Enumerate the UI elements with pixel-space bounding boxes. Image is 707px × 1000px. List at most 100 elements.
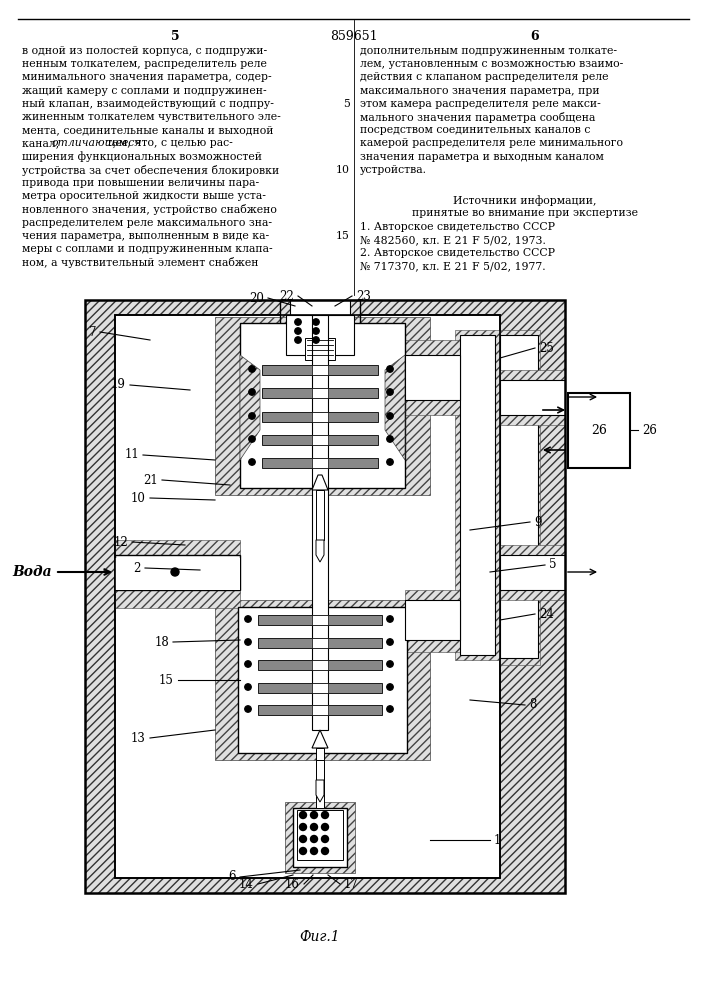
Text: ный клапан, взаимодействующий с подпру-: ный клапан, взаимодействующий с подпру-	[22, 99, 274, 109]
Text: 9: 9	[534, 516, 542, 528]
Circle shape	[249, 366, 255, 372]
Text: 15: 15	[159, 674, 174, 686]
Circle shape	[300, 836, 307, 842]
Bar	[500, 545, 565, 558]
Bar	[215, 317, 430, 495]
Bar	[312, 315, 328, 730]
Polygon shape	[316, 540, 324, 562]
Text: жиненным толкателем чувствительного эле-: жиненным толкателем чувствительного эле-	[22, 112, 281, 122]
Bar	[316, 748, 324, 780]
Text: 2: 2	[134, 562, 141, 574]
Circle shape	[300, 824, 307, 830]
Text: 859651: 859651	[330, 30, 378, 43]
Text: метра оросительной жидкости выше уста-: метра оросительной жидкости выше уста-	[22, 191, 266, 201]
Circle shape	[249, 389, 255, 395]
Bar	[286, 315, 354, 355]
Text: 8: 8	[529, 698, 537, 712]
Bar	[312, 660, 328, 670]
Text: значения параметра и выходным каналом: значения параметра и выходным каналом	[360, 152, 604, 162]
Bar	[115, 590, 240, 608]
Text: 6: 6	[228, 870, 236, 884]
Bar	[312, 365, 328, 375]
Text: 5: 5	[549, 558, 556, 572]
Text: 23: 23	[356, 290, 371, 302]
Bar	[568, 393, 630, 468]
Bar	[258, 638, 382, 648]
Text: 19: 19	[111, 378, 126, 391]
Bar	[115, 540, 240, 558]
Text: отличающееся: отличающееся	[52, 138, 142, 148]
Circle shape	[322, 836, 329, 842]
Bar	[258, 705, 382, 715]
Circle shape	[249, 436, 255, 442]
Text: принятые во внимание при экспертизе: принятые во внимание при экспертизе	[412, 208, 638, 218]
Bar	[455, 330, 500, 660]
Bar	[312, 705, 328, 715]
Bar	[297, 810, 343, 860]
Circle shape	[387, 639, 393, 645]
Text: тем, что, с целью рас-: тем, что, с целью рас-	[103, 138, 233, 148]
Polygon shape	[312, 475, 328, 490]
Bar	[312, 458, 328, 468]
Circle shape	[387, 436, 393, 442]
Bar	[262, 388, 378, 398]
Circle shape	[310, 812, 317, 818]
Circle shape	[387, 366, 393, 372]
Text: 14: 14	[239, 878, 254, 890]
Bar	[312, 683, 328, 693]
Text: дополнительным подпружиненным толкате-: дополнительным подпружиненным толкате-	[360, 46, 617, 56]
Circle shape	[245, 639, 251, 645]
Bar	[305, 338, 335, 360]
Text: 10: 10	[131, 491, 146, 504]
Circle shape	[387, 661, 393, 667]
Bar	[115, 558, 240, 590]
Text: меры с соплами и подпружиненным клапа-: меры с соплами и подпружиненным клапа-	[22, 244, 273, 254]
Bar	[312, 388, 328, 398]
Circle shape	[322, 824, 329, 830]
Bar	[280, 300, 360, 340]
Text: 20: 20	[249, 292, 264, 304]
Circle shape	[322, 848, 329, 854]
Text: 7: 7	[88, 326, 96, 338]
Bar	[312, 638, 328, 648]
Bar	[258, 660, 382, 670]
Bar	[258, 615, 382, 625]
Bar	[85, 300, 565, 893]
Circle shape	[310, 836, 317, 842]
Circle shape	[295, 328, 301, 334]
Text: 26: 26	[642, 424, 657, 436]
Text: устройства за счет обеспечения блокировки: устройства за счет обеспечения блокировк…	[22, 165, 279, 176]
Text: действия с клапаном распределителя реле: действия с клапаном распределителя реле	[360, 72, 609, 82]
Text: 15: 15	[336, 231, 350, 241]
Text: 2. Авторское свидетельство СССР: 2. Авторское свидетельство СССР	[360, 248, 555, 258]
Bar	[262, 365, 378, 375]
Text: этом камера распределителя реле макси-: этом камера распределителя реле макси-	[360, 99, 601, 109]
Text: 5: 5	[170, 30, 180, 43]
Text: устройства.: устройства.	[360, 165, 427, 175]
Circle shape	[249, 413, 255, 419]
Text: максимального значения параметра, при: максимального значения параметра, при	[360, 86, 600, 96]
Text: 21: 21	[144, 474, 158, 487]
Bar	[312, 412, 328, 422]
Text: жащий камеру с соплами и подпружинен-: жащий камеру с соплами и подпружинен-	[22, 86, 267, 96]
Bar	[316, 490, 324, 540]
Text: 24: 24	[539, 607, 554, 620]
Circle shape	[245, 706, 251, 712]
Circle shape	[295, 337, 301, 343]
Bar	[312, 435, 328, 445]
Circle shape	[310, 824, 317, 830]
Text: в одной из полостей корпуса, с подпружи-: в одной из полостей корпуса, с подпружи-	[22, 46, 267, 56]
Circle shape	[312, 319, 319, 325]
Bar	[262, 435, 378, 445]
Bar	[500, 335, 538, 658]
Circle shape	[300, 848, 307, 854]
Bar	[293, 808, 347, 867]
Polygon shape	[312, 730, 328, 748]
Bar	[500, 370, 565, 382]
Bar	[258, 683, 382, 693]
Text: № 482560, кл. Е 21 F 5/02, 1973.: № 482560, кл. Е 21 F 5/02, 1973.	[360, 235, 546, 245]
Circle shape	[387, 413, 393, 419]
Circle shape	[245, 616, 251, 622]
Circle shape	[171, 568, 179, 576]
Circle shape	[249, 459, 255, 465]
